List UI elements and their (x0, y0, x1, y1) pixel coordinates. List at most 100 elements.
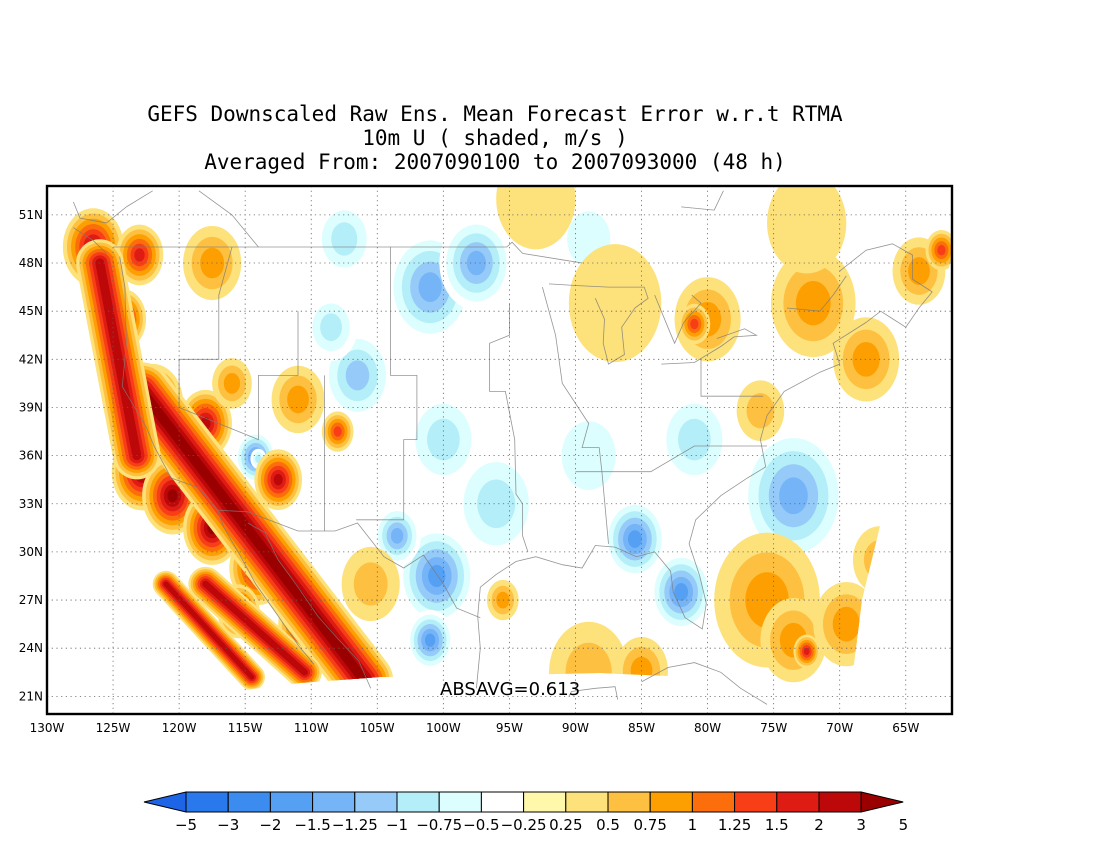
colorbar-level-label: 0.25 (549, 816, 582, 834)
colorbar-level-label: 1.25 (718, 816, 751, 834)
coastline-segment (356, 247, 418, 521)
colorbar-level-label: −1 (386, 816, 408, 834)
field-contour-blob (287, 385, 309, 414)
field-contour-blob (674, 583, 689, 601)
colorbar-level-label: −2 (259, 816, 281, 834)
field-contour-blob (345, 360, 370, 391)
coastline-segment (681, 190, 724, 211)
latitude-tick-label: 21N (19, 689, 43, 703)
field-contour-blob (496, 186, 576, 250)
colorbar-swatch (691, 791, 736, 813)
longitude-tick-label: 110W (294, 721, 329, 735)
latitude-tick-label: 45N (19, 304, 43, 318)
field-contour-blob (424, 633, 436, 647)
colorbar-swatch (776, 791, 820, 813)
colorbar-arrow-left (143, 791, 187, 813)
field-contour-blob (568, 244, 662, 363)
coastline-segment (542, 286, 609, 544)
colorbar-swatch (438, 791, 482, 813)
field-band (137, 386, 369, 686)
colorbar-swatch (185, 791, 229, 813)
field-contour-blob (331, 222, 358, 256)
field-contour-blob (832, 606, 860, 642)
colorbar-arrow-right (860, 791, 904, 813)
field-contour-blob (477, 479, 516, 529)
map-plot-area (47, 186, 952, 714)
field-contour-blob (627, 530, 642, 548)
coastlines (73, 190, 933, 705)
colorbar-level-label: 1.5 (765, 816, 789, 834)
field-contour-blob (803, 647, 810, 656)
longitude-tick-label: 105W (360, 721, 395, 735)
field-contour-blob (852, 526, 906, 594)
field-contour-blob (320, 313, 342, 342)
colorbar-swatch (227, 791, 271, 813)
latitude-labels: 51N 48N 45N 42N 39N 36N 33N 30N 27N 24N 21N (19, 208, 43, 703)
latitude-tick-label: 48N (19, 256, 43, 270)
colorbar-labels: −5 −3 −2 −1.5 −1.25 −1 −0.75 −0.5 −0.25 0.25 0.5 0.… (175, 816, 908, 834)
absavg-label: ABSAVG=0.613 (440, 679, 580, 700)
field-contour-blob (427, 418, 460, 461)
field-contour-blob (690, 318, 699, 330)
colorbar-swatch (565, 791, 609, 813)
field-contour-blob (863, 540, 895, 580)
coastline-segment (568, 686, 619, 700)
coastline-segment (119, 256, 315, 665)
coastline-segment (476, 243, 933, 689)
colorbar (143, 791, 904, 813)
field-contour-blob (746, 392, 775, 429)
colorbar-swatch (734, 791, 778, 813)
colorbar-swatch (523, 791, 567, 813)
coastline-segment (489, 303, 529, 553)
longitude-tick-label: 90W (562, 721, 589, 735)
longitude-labels: 130W 125W 120W 115W 110W 105W 100W 95W 90W 85W 80W… (30, 721, 920, 735)
longitude-tick-label: 65W (892, 721, 919, 735)
title-line-1: GEFS Downscaled Raw Ens. Mean Forecast E… (147, 102, 843, 126)
field-contour-blob (496, 591, 510, 609)
colorbar-level-label: −5 (175, 816, 197, 834)
colorbar-swatch (312, 791, 356, 813)
latitude-tick-label: 27N (19, 593, 43, 607)
colorbar-level-label: −0.75 (416, 816, 462, 834)
longitude-tick-label: 80W (694, 721, 721, 735)
lat-lon-grid (47, 186, 952, 714)
longitude-tick-label: 70W (826, 721, 853, 735)
field-contour-blob (466, 250, 486, 276)
longitude-tick-label: 75W (760, 721, 787, 735)
colorbar-swatch (818, 791, 862, 813)
field-contour-blob (333, 426, 342, 437)
coastline-segment (641, 662, 768, 705)
field-contour-blob (767, 186, 847, 274)
map-frame (45, 184, 954, 716)
longitude-tick-label: 130W (30, 721, 65, 735)
latitude-tick-label: 51N (19, 208, 43, 222)
colorbar-swatch (354, 791, 398, 813)
colorbar-swatch (607, 791, 651, 813)
latitude-tick-label: 39N (19, 400, 43, 414)
coastline-segment (217, 509, 481, 619)
longitude-tick-label: 115W (228, 721, 263, 735)
latitude-tick-label: 36N (19, 449, 43, 463)
longitude-tick-label: 100W (426, 721, 461, 735)
colorbar-level-label: 0.75 (633, 816, 666, 834)
shaded-field (48, 186, 952, 712)
field-contour-blob (353, 562, 388, 606)
field-contour-blob (223, 372, 241, 394)
colorbar-swatch (480, 791, 525, 813)
coastline-segment (198, 190, 259, 248)
field-contour-blob (418, 272, 442, 302)
field-contour-blob (678, 418, 711, 461)
latitude-tick-label: 33N (19, 497, 43, 511)
coastline-segment (661, 328, 758, 365)
coastline-segment (548, 283, 649, 365)
field-band (202, 580, 308, 676)
map-title-block: GEFS Downscaled Raw Ens. Mean Forecast E… (0, 102, 990, 174)
title-line-3: Averaged From: 2007090100 to 2007093000 … (204, 150, 786, 174)
longitude-tick-label: 85W (628, 721, 655, 735)
coastline-segment (113, 241, 583, 264)
colorbar-level-label: 2 (814, 816, 824, 834)
colorbar-level-label: −1.25 (332, 816, 378, 834)
latitude-tick-label: 30N (19, 545, 43, 559)
coastline-segment (247, 522, 372, 689)
